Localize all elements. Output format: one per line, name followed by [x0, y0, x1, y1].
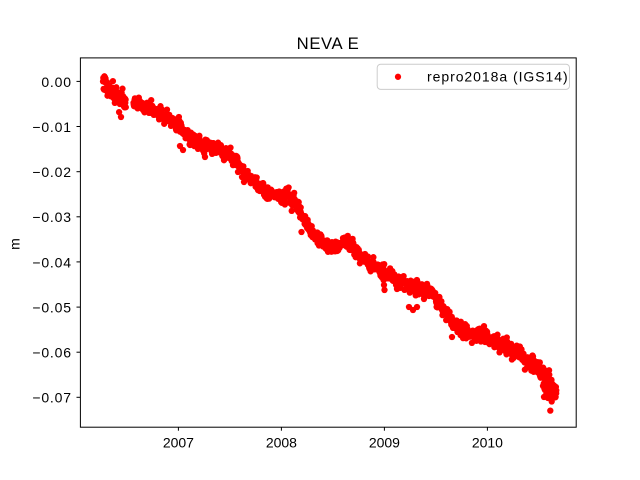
svg-text:2008: 2008 — [266, 434, 297, 450]
svg-text:2010: 2010 — [472, 434, 503, 450]
svg-text:−0.01: −0.01 — [32, 119, 71, 135]
svg-text:−0.07: −0.07 — [32, 390, 71, 406]
svg-text:0.00: 0.00 — [41, 74, 71, 90]
svg-text:−0.04: −0.04 — [32, 254, 71, 270]
svg-text:repro2018a (IGS14): repro2018a (IGS14) — [427, 69, 569, 85]
svg-text:−0.03: −0.03 — [32, 209, 71, 225]
svg-text:2007: 2007 — [163, 434, 194, 450]
svg-text:−0.06: −0.06 — [32, 345, 71, 361]
svg-text:2009: 2009 — [369, 434, 400, 450]
svg-text:−0.02: −0.02 — [32, 164, 71, 180]
svg-text:−0.05: −0.05 — [32, 299, 71, 315]
svg-text:NEVA E: NEVA E — [297, 34, 360, 53]
svg-text:m: m — [7, 238, 23, 250]
